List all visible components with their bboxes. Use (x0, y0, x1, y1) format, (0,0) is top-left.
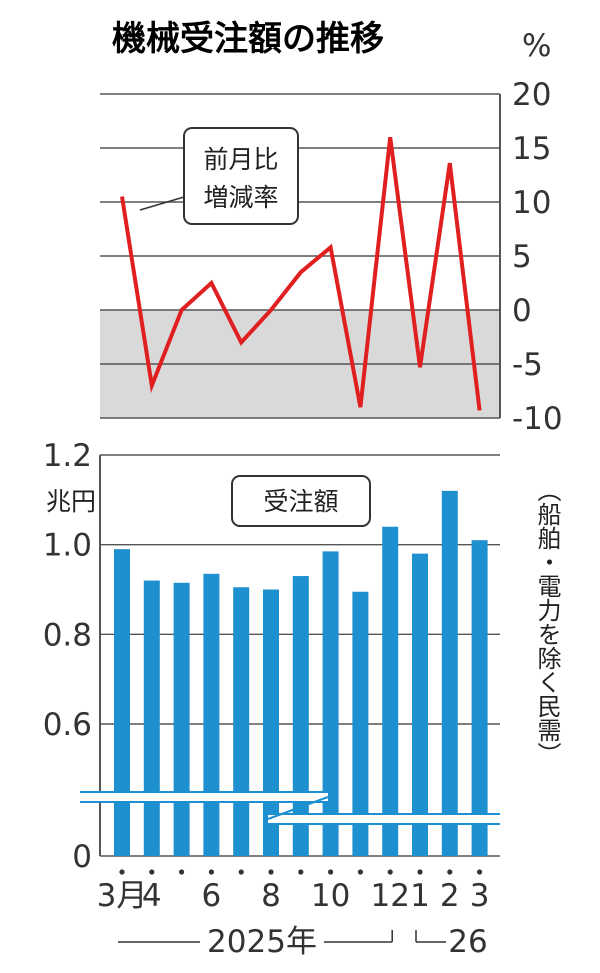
line-y-tick-label: 5 (512, 239, 532, 275)
bar-panel: 1.2 1.0 0.8 0.6 0 兆円 受注額 （船舶・電力を除く民需） (43, 438, 561, 875)
change-rate-line (120, 136, 482, 411)
bar-unit-label: 兆円 (46, 487, 96, 516)
line-y-tick-label: 0 (512, 293, 532, 329)
line-y-tick-label: -5 (512, 347, 543, 383)
bar-y-tick-label: 1.0 (43, 528, 92, 564)
bar-0 (114, 549, 130, 856)
x-tick-dot (298, 869, 304, 875)
bar-7 (322, 551, 339, 856)
line-legend-line-2: 増減率 (203, 183, 278, 212)
bar-9 (382, 526, 399, 856)
x-tick-dot (387, 869, 393, 875)
break-gap (268, 814, 500, 824)
break-gap (80, 792, 328, 802)
bar-y-tick-label: 1.2 (43, 438, 92, 474)
x-tick-dot (477, 869, 483, 875)
line-legend-line-1: 前月比 (203, 145, 278, 174)
line-unit-label: % (522, 28, 551, 64)
x-tick-dot (119, 869, 125, 875)
bar-2 (173, 582, 190, 856)
year-label-26: 26 (448, 924, 487, 960)
x-axis-labels: 3月4 6 8 10 12 1 2 3 (97, 878, 490, 914)
x-tick-dot (447, 869, 453, 875)
x-tick-dot (417, 869, 423, 875)
year-labels: 2025年 26 (118, 924, 488, 960)
x-tick-label: 1 (410, 878, 430, 914)
bar-y-tick-label: 0.6 (43, 707, 92, 743)
line-y-tick-label: -10 (512, 401, 563, 437)
x-tick-dot (268, 869, 274, 875)
bar-3 (203, 573, 220, 856)
bar-5 (263, 589, 279, 856)
x-tick-label: 8 (261, 878, 281, 914)
bar-legend-box (231, 475, 371, 527)
bar-11 (441, 490, 458, 856)
x-tick-label: 12 (370, 878, 409, 914)
bar-note: （船舶・電力を除く民需） (533, 478, 561, 766)
year-label-2025: 2025年 (207, 924, 317, 960)
line-panel: 20 15 10 5 0 -5 -10 前月比 増減率 (100, 77, 563, 437)
x-axis-dots (119, 869, 483, 875)
line-y-tick-label: 20 (512, 77, 551, 113)
bar-8 (352, 591, 369, 856)
bar-y-ticks: 1.2 1.0 0.8 0.6 0 (43, 438, 92, 875)
bar-y-tick-label: 0 (72, 839, 92, 875)
x-tick-label: 3 (470, 878, 490, 914)
bar-6 (292, 576, 309, 856)
legend-leader (139, 196, 185, 211)
x-tick-dot (179, 869, 185, 875)
x-tick-dot (149, 869, 155, 875)
line-legend-box (183, 127, 299, 225)
bars (114, 490, 488, 856)
x-tick-label: 4 (142, 878, 162, 914)
x-tick-dot (328, 869, 334, 875)
x-tick-dot (208, 869, 214, 875)
line-y-ticks: 20 15 10 5 0 -5 -10 (512, 77, 563, 437)
x-tick-dot (357, 869, 363, 875)
x-tick-label: 10 (311, 878, 350, 914)
axis-break-mark (80, 791, 500, 825)
bar-10 (412, 553, 428, 856)
chart-title: 機械受注額の推移 (112, 19, 384, 59)
bar-1 (143, 580, 160, 856)
line-y-tick-label: 15 (512, 131, 551, 167)
bar-y-tick-label: 0.8 (43, 617, 92, 653)
x-tick-label: 6 (202, 878, 222, 914)
x-tick-label: 2 (440, 878, 460, 914)
bar-legend-label: 受注額 (263, 487, 338, 516)
bar-4 (233, 587, 250, 856)
x-tick-dot (238, 869, 244, 875)
break-diagonal (267, 796, 329, 820)
bar-12 (471, 540, 488, 856)
line-y-tick-label: 10 (512, 185, 551, 221)
x-tick-label: 3月 (97, 878, 148, 914)
